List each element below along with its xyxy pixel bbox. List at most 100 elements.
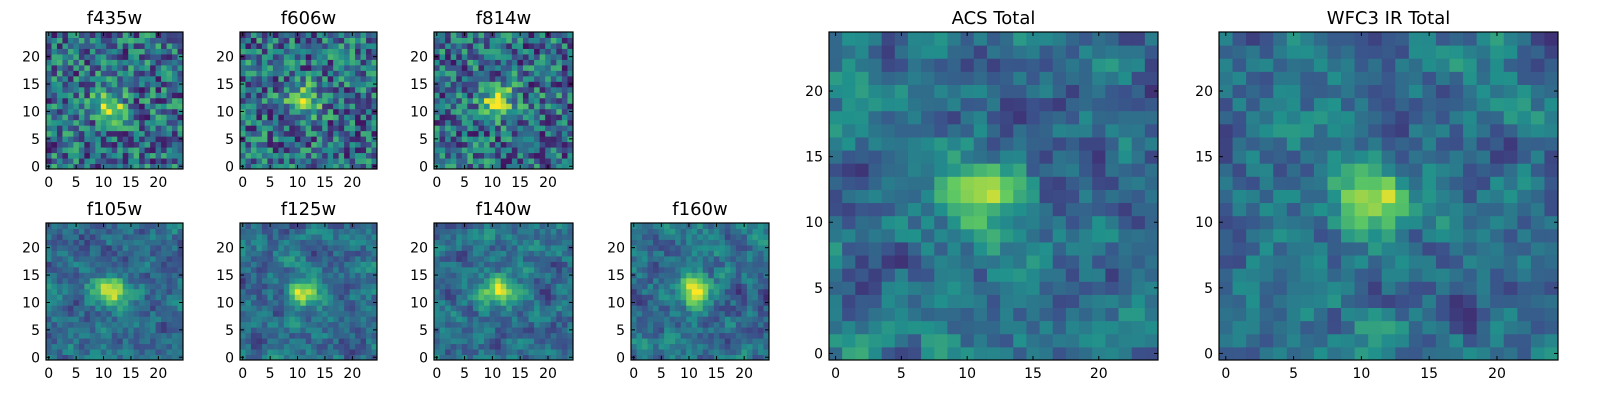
heatmap-cell [122, 332, 129, 339]
heatmap-cell [528, 103, 535, 110]
heatmap-cell [506, 283, 513, 290]
heatmap-cell [763, 332, 770, 339]
heatmap-cell [686, 250, 693, 257]
heatmap-cell [355, 244, 362, 251]
heatmap-cell [702, 338, 709, 345]
heatmap-cell [1118, 163, 1133, 177]
heatmap-cell [333, 92, 340, 99]
heatmap-cell [484, 310, 491, 317]
heatmap-cell [697, 283, 704, 290]
heatmap-cell [261, 228, 268, 235]
heatmap-cell [506, 272, 513, 279]
heatmap-cell [111, 119, 118, 126]
heatmap-cell [261, 294, 268, 301]
heatmap-cell [139, 70, 146, 77]
heatmap-cell [122, 86, 129, 93]
y-tick-label: 0 [419, 350, 428, 366]
heatmap-cell [240, 86, 246, 93]
heatmap-cell [439, 250, 446, 257]
heatmap-cell [489, 349, 496, 356]
heatmap-cell [166, 103, 173, 110]
heatmap-cell [111, 299, 118, 306]
heatmap-cell [316, 228, 323, 235]
heatmap-cell [467, 228, 474, 235]
heatmap-cell [445, 283, 452, 290]
heatmap-cell [316, 103, 323, 110]
heatmap-cell [155, 327, 162, 334]
heatmap-cell [111, 64, 118, 71]
heatmap-cell [133, 75, 140, 82]
heatmap-cell [338, 354, 345, 361]
heatmap-cell [177, 97, 184, 104]
heatmap-cell [272, 338, 279, 345]
heatmap-cell [702, 244, 709, 251]
heatmap-cell [89, 130, 96, 137]
heatmap-cell [550, 92, 557, 99]
heatmap-cell [456, 48, 463, 55]
heatmap-cell [472, 147, 479, 154]
heatmap-cell [322, 70, 329, 77]
heatmap-cell [51, 332, 58, 339]
heatmap-cell [719, 299, 726, 306]
heatmap-cell [456, 228, 463, 235]
heatmap-cell [556, 233, 563, 240]
heatmap-cell [506, 223, 513, 229]
heatmap-cell [1131, 189, 1146, 204]
heatmap-cell [128, 108, 135, 115]
heatmap-cell [300, 250, 307, 257]
heatmap-cell [730, 244, 737, 251]
heatmap-cell [669, 294, 676, 301]
heatmap-cell [461, 141, 468, 148]
heatmap-cell [106, 53, 113, 60]
heatmap-cell [1065, 255, 1080, 269]
heatmap-cell [100, 103, 107, 110]
heatmap-cell [434, 277, 441, 284]
heatmap-cell [67, 338, 74, 345]
heatmap-cell [344, 70, 351, 77]
heatmap-cell [360, 92, 367, 99]
heatmap-cell [506, 81, 513, 88]
heatmap-cell [161, 103, 168, 110]
heatmap-cell [166, 119, 173, 126]
heatmap-cell [250, 125, 257, 132]
heatmap-cell [166, 136, 173, 143]
heatmap-cell [128, 332, 135, 339]
heatmap-cell [67, 75, 74, 82]
heatmap-cell [256, 64, 263, 71]
heatmap-cell [144, 277, 151, 284]
heatmap-cell [960, 176, 975, 190]
heatmap-cell [300, 75, 307, 82]
heatmap-cell [316, 158, 323, 165]
heatmap-cell [986, 307, 1001, 322]
heatmap-cell [139, 244, 146, 251]
heatmap-cell [669, 233, 676, 240]
heatmap-cell [106, 283, 113, 290]
heatmap-cell [177, 255, 184, 262]
heatmap-cell [133, 86, 140, 93]
heatmap-cell [122, 255, 129, 262]
heatmap-cell [144, 163, 151, 170]
heatmap-cell [166, 108, 173, 115]
heatmap-cell [62, 86, 69, 93]
heatmap-cell [500, 244, 507, 251]
heatmap-cell [51, 266, 58, 273]
heatmap-cell [741, 310, 748, 317]
heatmap-cell [172, 37, 179, 44]
heatmap-cell [495, 321, 502, 328]
heatmap-cell [686, 239, 693, 246]
heatmap-cell [111, 53, 118, 60]
heatmap-cell [456, 310, 463, 317]
heatmap-cell [881, 176, 896, 190]
heatmap-cell [355, 136, 362, 143]
heatmap-cell [250, 288, 257, 295]
heatmap-cell [506, 108, 513, 115]
heatmap-cell [550, 349, 557, 356]
heatmap-cell [445, 141, 452, 148]
heatmap-cell [349, 244, 356, 251]
heatmap-cell [289, 261, 296, 268]
heatmap-cell [567, 158, 574, 165]
heatmap-cell [921, 202, 935, 217]
heatmap-cell [511, 354, 518, 361]
heatmap-cell [1039, 320, 1054, 335]
heatmap-cell [261, 130, 268, 137]
